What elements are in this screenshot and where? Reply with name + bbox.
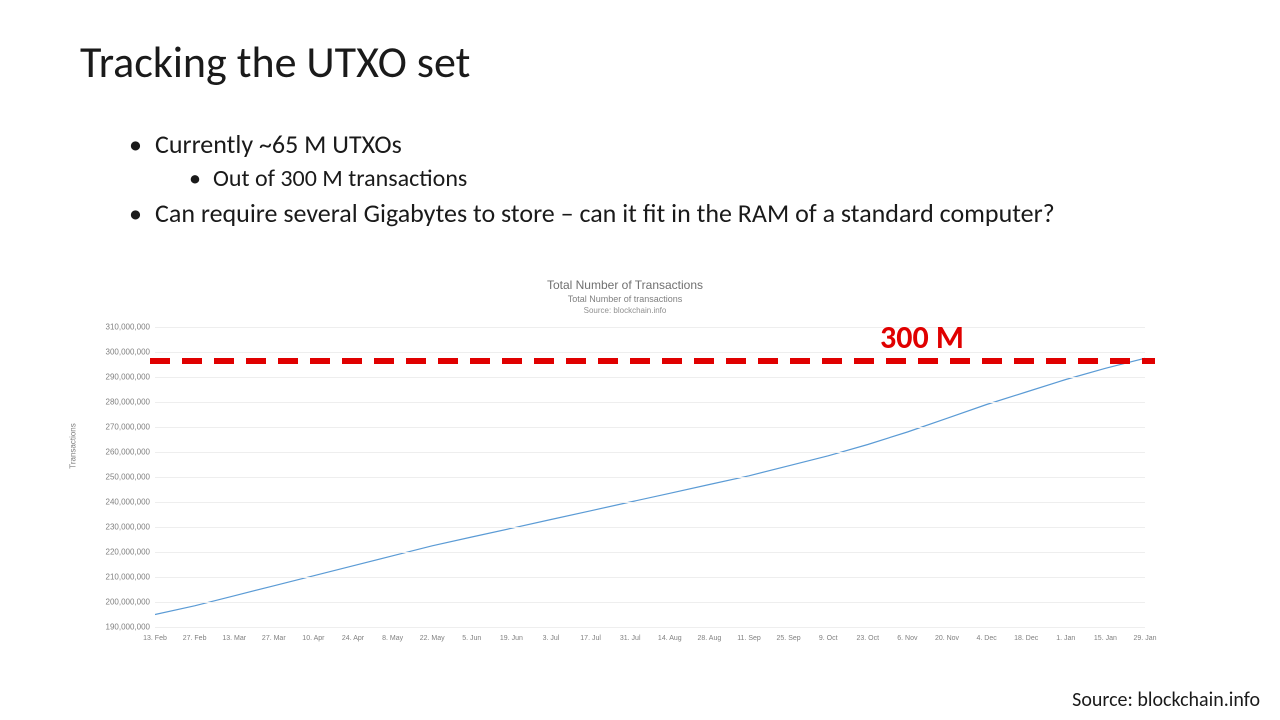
- x-tick-label: 14. Aug: [658, 635, 682, 642]
- y-tick-label: 230,000,000: [106, 523, 151, 532]
- x-tick-label: 1. Jan: [1056, 635, 1075, 642]
- y-tick-label: 250,000,000: [106, 473, 151, 482]
- gridline: [155, 477, 1145, 478]
- y-axis-labels: 190,000,000200,000,000210,000,000220,000…: [90, 327, 150, 627]
- plot-area: Transactions 190,000,000200,000,000210,0…: [95, 327, 1155, 647]
- x-tick-label: 4. Dec: [976, 635, 996, 642]
- x-tick-label: 24. Apr: [342, 635, 364, 642]
- y-tick-label: 200,000,000: [106, 598, 151, 607]
- x-axis-labels: 13. Feb27. Feb13. Mar27. Mar10. Apr24. A…: [155, 635, 1145, 655]
- x-tick-label: 28. Aug: [698, 635, 722, 642]
- chart-subtitle: Total Number of transactions: [95, 294, 1155, 304]
- y-tick-label: 290,000,000: [106, 373, 151, 382]
- x-tick-label: 13. Mar: [222, 635, 246, 642]
- gridline: [155, 602, 1145, 603]
- x-tick-label: 8. May: [382, 635, 403, 642]
- x-tick-label: 31. Jul: [620, 635, 641, 642]
- gridline: [155, 552, 1145, 553]
- x-tick-label: 3. Jul: [543, 635, 560, 642]
- x-tick-label: 23. Oct: [857, 635, 880, 642]
- x-tick-label: 6. Nov: [897, 635, 917, 642]
- bullet-subitem: Out of 300 M transactions: [185, 164, 1175, 193]
- gridline: [155, 627, 1145, 628]
- y-tick-label: 270,000,000: [106, 423, 151, 432]
- x-tick-label: 11. Sep: [737, 635, 761, 642]
- bullet-item: Currently ~65 M UTXOs: [125, 128, 1175, 160]
- y-tick-label: 210,000,000: [106, 573, 151, 582]
- gridline: [155, 327, 1145, 328]
- x-tick-label: 20. Nov: [935, 635, 959, 642]
- gridline: [155, 352, 1145, 353]
- chart-source-small: Source: blockchain.info: [95, 306, 1155, 315]
- plot-inner: [155, 327, 1145, 627]
- y-tick-label: 220,000,000: [106, 548, 151, 557]
- x-tick-label: 19. Jun: [500, 635, 523, 642]
- bullet-list: Currently ~65 M UTXOs Out of 300 M trans…: [125, 128, 1175, 233]
- bullet-item: Can require several Gigabytes to store –…: [125, 197, 1175, 229]
- y-tick-label: 310,000,000: [106, 323, 151, 332]
- x-tick-label: 10. Apr: [302, 635, 324, 642]
- y-axis-title: Transactions: [69, 423, 78, 469]
- gridline: [155, 402, 1145, 403]
- gridline: [155, 577, 1145, 578]
- gridline: [155, 502, 1145, 503]
- x-tick-label: 27. Feb: [183, 635, 207, 642]
- y-tick-label: 190,000,000: [106, 623, 151, 632]
- gridline: [155, 527, 1145, 528]
- x-tick-label: 29. Jan: [1134, 635, 1157, 642]
- source-footer: Source: blockchain.info: [1072, 688, 1260, 712]
- slide-title: Tracking the UTXO set: [80, 35, 470, 89]
- x-tick-label: 15. Jan: [1094, 635, 1117, 642]
- x-tick-label: 25. Sep: [777, 635, 801, 642]
- y-tick-label: 240,000,000: [106, 498, 151, 507]
- x-tick-label: 9. Oct: [819, 635, 838, 642]
- y-tick-label: 280,000,000: [106, 398, 151, 407]
- x-tick-label: 17. Jul: [580, 635, 601, 642]
- transactions-chart: Total Number of Transactions Total Numbe…: [95, 278, 1155, 668]
- gridline: [155, 452, 1145, 453]
- annotation-300m-line: [150, 357, 1155, 365]
- y-tick-label: 260,000,000: [106, 448, 151, 457]
- x-tick-label: 13. Feb: [143, 635, 167, 642]
- x-tick-label: 18. Dec: [1014, 635, 1038, 642]
- x-tick-label: 27. Mar: [262, 635, 286, 642]
- x-tick-label: 5. Jun: [462, 635, 481, 642]
- gridline: [155, 427, 1145, 428]
- y-tick-label: 300,000,000: [106, 348, 151, 357]
- annotation-300m-label: 300 M: [880, 318, 964, 357]
- x-tick-label: 22. May: [420, 635, 445, 642]
- gridline: [155, 377, 1145, 378]
- chart-title: Total Number of Transactions: [95, 278, 1155, 292]
